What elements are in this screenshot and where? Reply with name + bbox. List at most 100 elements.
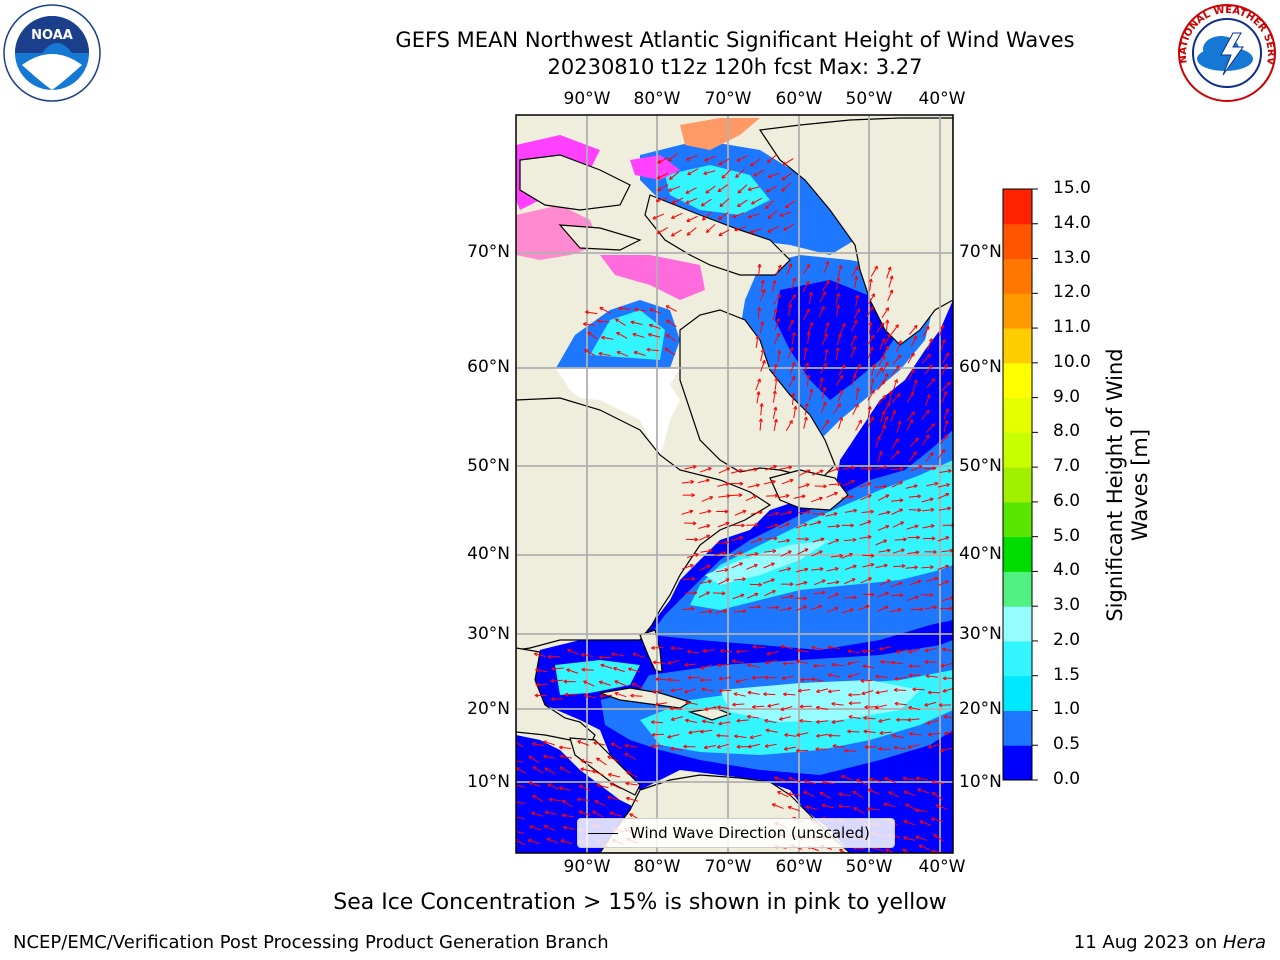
wave-direction-arrow [685,719,698,724]
wave-direction-arrow [891,365,900,376]
wave-direction-arrow [786,263,792,276]
wave-direction-arrowhead [803,596,808,601]
wave-direction-arrow [844,539,857,542]
wave-direction-arrowhead [944,434,949,439]
wave-direction-arrow [718,495,731,498]
lon-label-top: 60°W [775,89,823,109]
wave-direction-arrowhead [914,565,918,570]
wave-direction-arrowhead [542,740,547,745]
wave-direction-arrow [810,605,822,611]
wave-direction-arrow [766,185,778,193]
wave-direction-arrowhead [734,227,739,232]
wave-direction-arrowhead [944,420,949,424]
wave-direction-arrow [852,790,864,799]
wave-direction-arrowhead [667,660,672,665]
wave-direction-arrowhead [708,548,713,553]
wave-direction-arrowhead [783,746,788,751]
wave-direction-arrowhead [687,171,692,176]
wave-direction-arrow [763,550,776,553]
wave-direction-arrow [652,213,665,220]
wave-direction-arrow [772,406,777,419]
wave-direction-arrow [748,743,760,748]
wave-direction-arrowhead [854,266,859,271]
wave-direction-arrow [700,729,713,733]
wave-direction-arrowhead [560,839,565,844]
wave-direction-arrow [648,333,661,338]
newfoundland [769,469,849,511]
wave-direction-arrowhead [747,663,752,668]
wave-direction-arrow [910,465,923,472]
wave-direction-arrowhead [615,318,619,323]
wave-direction-arrow [747,664,760,668]
wave-direction-arrow [577,740,589,746]
wave-direction-arrowhead [780,644,785,649]
wave-direction-arrow [765,537,778,540]
wave-direction-arrow [921,566,934,569]
wave-direction-arrow [856,779,868,786]
lat-label-right: 20°N [959,699,1002,719]
wave-direction-arrowhead [825,261,830,266]
wave-direction-arrowhead [931,378,936,383]
wave-direction-arrowhead [753,495,757,499]
wave-direction-arrow [615,318,626,327]
wave-direction-arrow [803,791,815,797]
wave-direction-arrow [788,777,801,783]
wave-direction-arrow [737,199,748,207]
wave-direction-arrow [803,780,816,785]
wave-direction-arrowhead [908,649,913,654]
wave-direction-arrow [752,705,765,708]
wave-direction-arrowhead [942,676,947,681]
wave-direction-arrow [805,806,818,810]
wave-direction-arrow [788,304,792,317]
wave-direction-arrowhead [925,409,930,414]
wave-direction-arrow [811,678,824,682]
noaa-logo-text: NOAA [31,28,73,43]
wave-direction-arrow [688,730,701,734]
wave-direction-arrowhead [892,409,897,414]
wave-direction-arrow [798,689,811,692]
wave-direction-arrowhead [757,604,761,609]
wave-direction-arrowhead [917,508,922,513]
wave-direction-arrow [657,227,669,235]
wave-direction-arrow [755,335,759,348]
wave-direction-arrowhead [944,363,948,368]
wave-direction-arrowhead [773,418,778,423]
wave-direction-arrow [613,667,625,673]
wave-direction-arrowhead [821,590,826,595]
colorbar-tick-label: 2.0 [1053,629,1081,650]
wave-direction-arrow [773,332,781,345]
wave-direction-arrowhead [803,779,808,784]
wave-direction-arrowhead [929,592,934,598]
wave-direction-arrow [781,675,794,680]
wave-direction-arrow [685,701,698,705]
sea-ice-note: Sea Ice Concentration > 15% is shown in … [333,890,947,915]
wave-direction-arrowhead [896,717,900,722]
wave-direction-arrowhead [909,731,913,736]
wave-direction-arrowhead [917,579,922,584]
wave-direction-arrowhead [533,652,538,657]
wave-direction-arrowhead [531,811,536,816]
wave-direction-arrowhead [924,659,929,664]
wave-direction-arrowhead [767,174,772,179]
wave-direction-arrow [584,349,596,356]
wave-direction-arrowhead [532,794,537,799]
wave-direction-arrowhead [742,577,746,582]
wave-direction-arrow [704,744,717,749]
wave-direction-arrow [891,594,904,597]
wave-direction-arrowhead [931,536,936,541]
wave-direction-arrow [879,579,891,586]
wave-direction-arrow [796,649,809,653]
wave-direction-arrow [795,581,808,586]
wave-direction-arrowhead [899,466,904,471]
wave-direction-arrow [855,387,859,400]
wave-direction-arrowhead [654,702,659,707]
wave-direction-arrow [836,333,842,346]
wave-direction-arrowhead [704,157,709,162]
wave-direction-arrow [671,229,682,237]
wave-direction-arrowhead [823,484,827,489]
wave-direction-arrow [721,169,731,179]
wave-direction-arrowhead [897,420,902,425]
wave-direction-arrowhead [870,334,875,339]
wave-direction-arrowhead [885,848,890,853]
wave-direction-arrow [671,716,683,721]
